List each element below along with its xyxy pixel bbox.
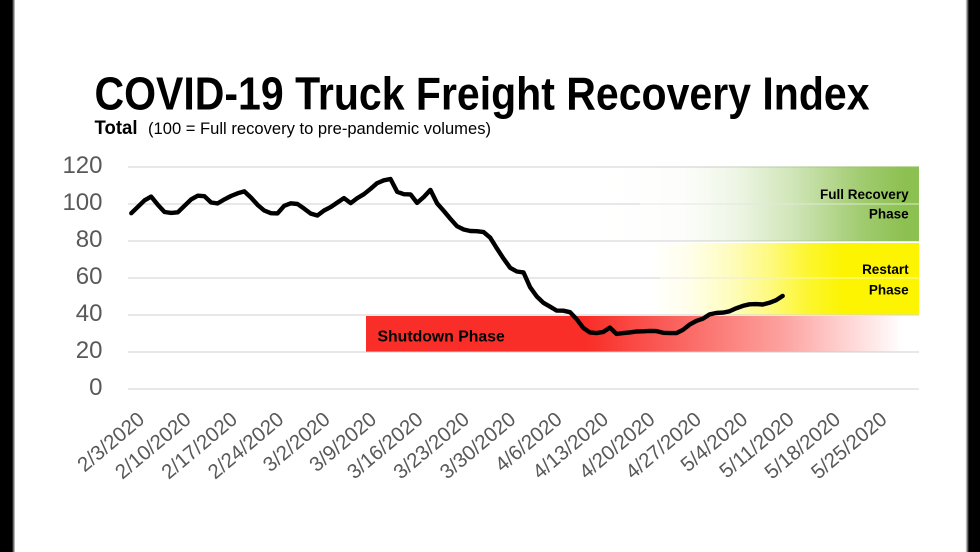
svg-text:80: 80 (76, 226, 103, 253)
svg-text:Restart: Restart (862, 262, 909, 277)
svg-text:COVID-19 Truck Freight Recover: COVID-19 Truck Freight Recovery Index (95, 67, 870, 119)
svg-text:Total: Total (95, 118, 138, 139)
svg-text:40: 40 (76, 300, 103, 327)
svg-text:Full Recovery: Full Recovery (820, 187, 909, 202)
svg-text:Shutdown Phase: Shutdown Phase (378, 328, 505, 345)
svg-text:Phase: Phase (869, 206, 909, 221)
svg-text:120: 120 (62, 152, 102, 179)
svg-text:60: 60 (76, 263, 103, 290)
svg-text:Phase: Phase (869, 282, 909, 297)
svg-text:20: 20 (76, 337, 103, 364)
svg-text:(100 = Full recovery to pre-pa: (100 = Full recovery to pre-pandemic vol… (148, 120, 491, 138)
svg-text:0: 0 (89, 374, 102, 401)
svg-text:100: 100 (62, 189, 102, 216)
